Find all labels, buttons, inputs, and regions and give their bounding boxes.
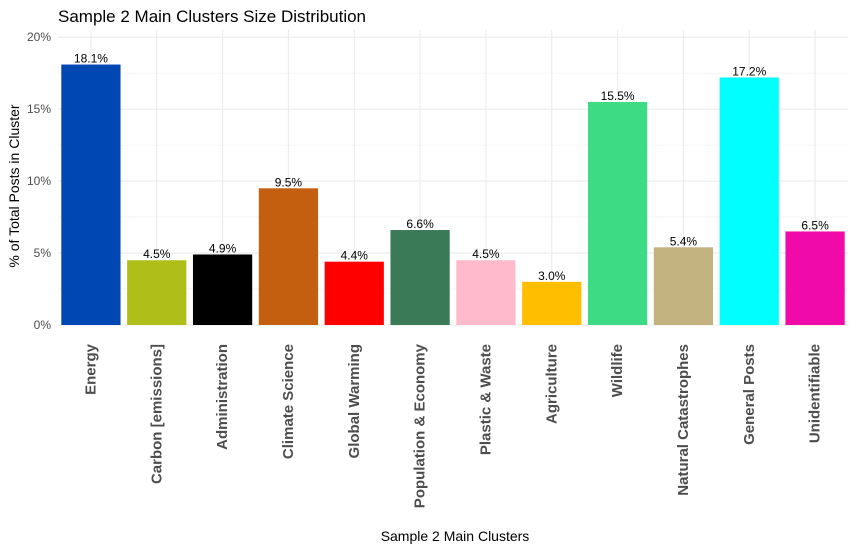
bar-value-label: 15.5% — [601, 89, 635, 103]
bar — [456, 260, 516, 325]
x-tick-label: Agriculture — [543, 344, 560, 424]
bar-value-label: 5.4% — [670, 234, 698, 248]
y-axis: 0% 5% 10% 15% 20% — [27, 30, 51, 332]
bar — [324, 261, 384, 325]
x-tick-label: Climate Science — [280, 344, 297, 459]
bar — [785, 231, 845, 325]
x-tick-label: Administration — [214, 344, 231, 450]
bar — [390, 230, 450, 325]
bar — [522, 281, 582, 325]
x-tick-label: Carbon [emissions] — [148, 344, 165, 484]
bar-value-label: 9.5% — [275, 175, 303, 189]
bar — [258, 188, 319, 325]
bar-value-label: 4.5% — [472, 247, 500, 261]
x-axis: Energy Carbon [emissions] Administration Cl… — [82, 343, 823, 508]
x-tick-label: Energy — [82, 343, 99, 395]
x-tick-label: General Posts — [741, 344, 758, 445]
y-tick-label: 15% — [27, 102, 51, 116]
x-tick-label: Natural Catastrophes — [675, 344, 692, 496]
y-axis-title: % of Total Posts in Cluster — [6, 104, 22, 267]
bar — [653, 247, 714, 325]
bar-value-label: 17.2% — [732, 64, 766, 78]
x-tick-label: Wildlife — [609, 344, 626, 397]
bar — [192, 254, 253, 325]
x-tick-label: Global Warming — [346, 344, 363, 458]
bar-value-label: 18.1% — [74, 52, 108, 66]
bars — [61, 64, 845, 325]
y-tick-label: 20% — [27, 30, 51, 44]
bar-value-label: 6.6% — [406, 217, 434, 231]
data-labels: 18.1% 4.5% 4.9% 9.5% 4.4% 6.6% 4.5% 3.0% 15.5% 5.… — [74, 52, 829, 283]
x-tick-label: Population & Economy — [412, 343, 429, 508]
bar-value-label: 4.5% — [143, 247, 171, 261]
bar-value-label: 6.5% — [801, 218, 829, 232]
bar — [719, 77, 779, 325]
chart-title: Sample 2 Main Clusters Size Distribution — [58, 7, 366, 26]
bar-value-label: 4.4% — [341, 249, 369, 263]
x-tick-label: Plastic & Waste — [477, 344, 494, 455]
bar — [127, 260, 187, 325]
x-axis-title: Sample 2 Main Clusters — [381, 528, 530, 544]
x-tick-label: Unidentifiable — [807, 344, 824, 443]
y-tick-label: 5% — [34, 246, 52, 260]
y-tick-label: 0% — [34, 318, 52, 332]
bar — [587, 101, 648, 325]
bar-value-label: 4.9% — [209, 241, 237, 255]
bar — [61, 64, 121, 325]
bar-value-label: 3.0% — [538, 269, 566, 283]
y-tick-label: 10% — [27, 174, 51, 188]
